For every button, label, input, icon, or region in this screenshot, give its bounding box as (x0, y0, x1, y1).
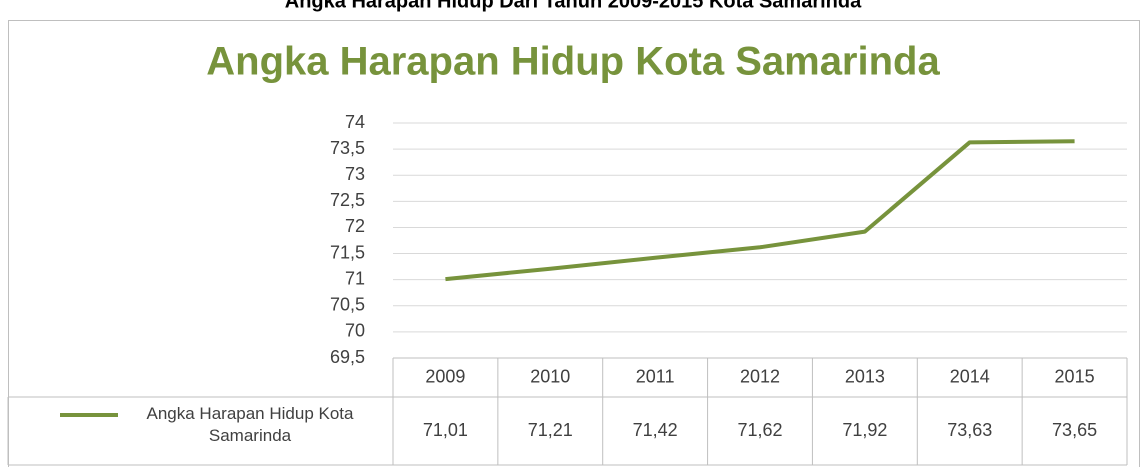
y-tick-label: 74 (345, 112, 365, 132)
data-label: 71,42 (633, 420, 678, 440)
chart-border (8, 20, 1140, 467)
series-line (445, 139, 1075, 282)
y-tick-label: 71,5 (330, 242, 365, 262)
x-tick-label: 2009 (425, 366, 465, 386)
data-label: 73,65 (1052, 420, 1097, 440)
y-tick-label: 73 (345, 164, 365, 184)
chart-title: Angka Harapan Hidup Kota Samarinda (206, 40, 940, 84)
legend-label-box: Angka Harapan Hidup Kota Samarinda (146, 404, 354, 445)
y-tick-label: 73,5 (330, 138, 365, 158)
x-tick-label: 2013 (845, 366, 885, 386)
x-tick-label: 2011 (636, 366, 675, 386)
y-tick-label: 72,5 (330, 190, 365, 210)
page-title: Angka Harapan Hidup Dari Tahun 2009-2015… (285, 0, 862, 12)
x-tick-label: 2010 (530, 366, 570, 386)
x-tick-label: 2012 (740, 366, 780, 386)
y-tick-label: 69,5 (330, 347, 365, 367)
y-tick-label: 71 (345, 268, 365, 288)
x-tick-label: 2015 (1055, 366, 1095, 386)
data-label: 71,62 (737, 420, 782, 440)
data-label: 71,01 (423, 420, 468, 440)
y-tick-label: 70,5 (330, 295, 365, 315)
y-tick-label: 72 (345, 216, 365, 236)
legend-label: Angka Harapan Hidup Kota Samarinda (146, 404, 354, 445)
data-label: 71,21 (528, 420, 573, 440)
data-label: 71,92 (842, 420, 887, 440)
y-tick-label: 70 (345, 321, 365, 341)
data-label: 73,63 (947, 420, 992, 440)
x-tick-label: 2014 (950, 366, 990, 386)
